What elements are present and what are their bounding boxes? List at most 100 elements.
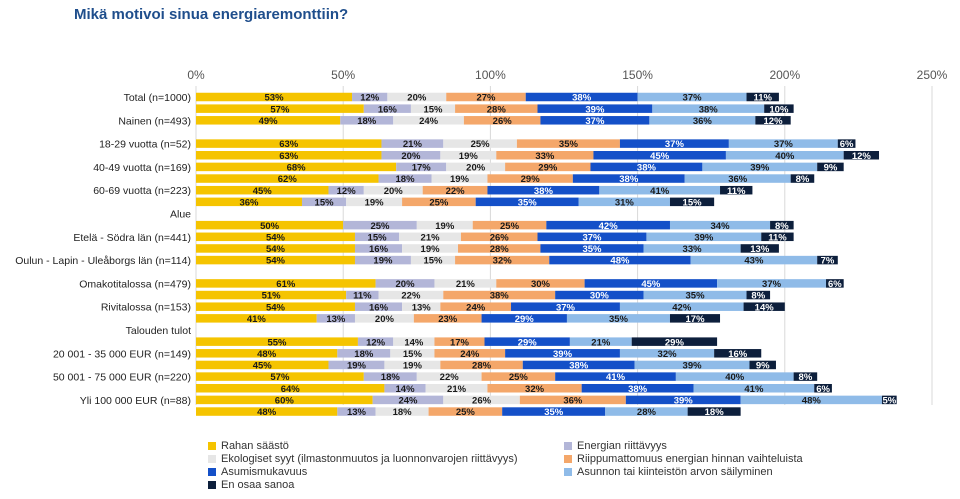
legend-item-riippumattomuus: Riippumattomuus energian hinnan vaihtelu…	[564, 453, 803, 465]
bar-segment	[425, 384, 488, 393]
data-label: 21%	[403, 139, 423, 150]
bar-segment	[340, 116, 394, 125]
bar-segment	[646, 232, 762, 242]
data-label: 15%	[403, 349, 423, 360]
row-label: Talouden tulot	[126, 325, 191, 337]
legend-label: Asunnon tai kiinteistön arvon säilyminen	[577, 466, 773, 478]
data-label: 18%	[396, 174, 416, 185]
data-label: 29%	[518, 337, 538, 348]
data-label: 38%	[619, 174, 639, 185]
legend-swatch	[564, 468, 572, 476]
legend-item-ekologiset-syyt: Ekologiset syyt (ilmastonmuutos ja luonn…	[208, 453, 518, 465]
row-label: 40-49 vuotta (n=169)	[93, 162, 191, 174]
data-label: 41%	[247, 314, 267, 325]
bar-segment	[502, 407, 606, 416]
data-label: 9%	[824, 163, 838, 174]
bar-segment	[434, 337, 485, 346]
bar-segment	[761, 232, 794, 242]
x-tick-label: 250%	[917, 68, 948, 82]
bar-segment	[337, 407, 376, 416]
data-label: 34%	[711, 221, 731, 232]
data-label: 38%	[534, 186, 554, 197]
data-label: 35%	[686, 291, 706, 302]
bar-segment	[434, 279, 497, 288]
data-label: 14%	[404, 337, 424, 348]
data-label: 33%	[535, 151, 555, 162]
bar-segment	[393, 116, 464, 125]
bar-segment	[196, 302, 355, 311]
bar-segment	[817, 162, 844, 172]
data-label: 36%	[239, 197, 259, 208]
data-label: 18%	[705, 407, 725, 418]
bar-segment	[343, 220, 417, 230]
bar-segment	[496, 151, 594, 160]
data-label: 51%	[262, 291, 282, 302]
data-label: 6%	[816, 384, 830, 395]
bar-segment	[196, 232, 355, 242]
legend-swatch	[208, 442, 216, 450]
bar-segment	[837, 139, 856, 148]
data-label: 24%	[419, 116, 439, 127]
data-label: 6%	[828, 279, 842, 290]
bar-segment	[690, 255, 818, 265]
x-tick-label: 0%	[187, 68, 205, 82]
bar-segment	[354, 314, 414, 323]
data-label: 40%	[725, 372, 745, 383]
data-label: 42%	[672, 302, 692, 313]
bar-segment	[196, 104, 364, 113]
data-label: 45%	[253, 186, 273, 197]
data-label: 54%	[266, 232, 286, 243]
bar-segment	[487, 174, 573, 183]
data-label: 37%	[556, 302, 576, 313]
bar-segment	[328, 185, 364, 195]
data-label: 18%	[393, 407, 413, 418]
data-label: 38%	[699, 104, 719, 115]
data-label: 16%	[728, 349, 748, 360]
data-label: 57%	[270, 372, 290, 383]
bar-segment	[569, 337, 632, 346]
row-label: Yli 100 000 EUR (n=88)	[80, 395, 191, 407]
bar-segment	[460, 232, 538, 242]
data-label: 16%	[378, 104, 398, 115]
bar-segment	[566, 314, 670, 323]
bar-segment	[584, 279, 718, 288]
bar-segment	[717, 279, 827, 288]
data-label: 48%	[610, 256, 630, 267]
bar-segment	[196, 279, 376, 288]
data-label: 13%	[347, 407, 367, 418]
row-label: Rivitalossa (n=153)	[101, 302, 191, 314]
data-label: 24%	[398, 396, 418, 407]
data-label: 29%	[665, 337, 685, 348]
bar-segment	[196, 220, 344, 230]
bar-segment	[755, 116, 791, 125]
data-label: 40%	[775, 151, 795, 162]
bar-segment	[481, 314, 567, 323]
data-label: 50%	[260, 221, 280, 232]
data-label: 41%	[744, 384, 764, 395]
data-label: 20%	[407, 93, 427, 104]
bar-segment	[196, 92, 353, 102]
bar-segment	[669, 220, 771, 230]
legend-swatch	[208, 481, 216, 489]
bar-segment	[455, 255, 550, 265]
legend-swatch	[564, 442, 572, 450]
data-label: 39%	[585, 104, 605, 115]
bar-segment	[410, 104, 456, 113]
data-label: 35%	[544, 407, 564, 418]
data-label: 21%	[591, 337, 611, 348]
bar-segment	[826, 279, 844, 288]
data-label: 41%	[650, 186, 670, 197]
bar-segment	[537, 104, 653, 113]
data-label: 5%	[882, 396, 896, 407]
data-label: 37%	[582, 232, 602, 243]
bar-segment	[387, 92, 447, 102]
bar-segment	[687, 407, 741, 416]
bar-segment	[354, 302, 403, 311]
data-label: 25%	[500, 221, 520, 232]
data-label: 18%	[381, 372, 401, 383]
data-label: 28%	[490, 244, 510, 255]
legend-swatch	[564, 455, 572, 463]
bar-segment	[487, 384, 582, 393]
legend-label: Rahan säästö	[221, 440, 289, 452]
data-label: 20%	[375, 314, 395, 325]
